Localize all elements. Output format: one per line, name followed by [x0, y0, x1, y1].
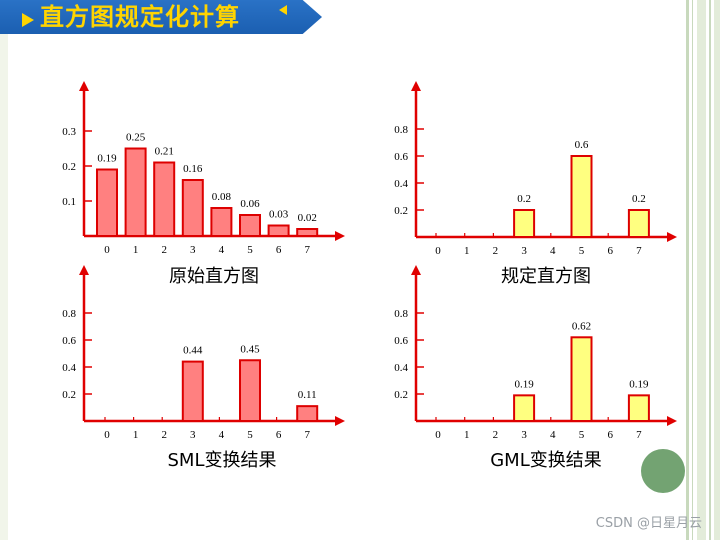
right-deco-line-1	[686, 0, 689, 540]
original-y-tick-label: 0.2	[62, 161, 76, 173]
right-deco-line-3	[697, 0, 706, 540]
original-data-label-2: 0.21	[155, 146, 174, 158]
title-banner	[0, 0, 322, 34]
original-bar-4	[210, 207, 233, 237]
specified-y-tick-label: 0.6	[394, 151, 408, 163]
original-bar-0	[96, 168, 118, 237]
original-data-label-7: 0.02	[298, 212, 317, 224]
original-bar-6	[267, 224, 290, 237]
original-x-tick-label: 1	[133, 244, 139, 256]
sml-x-tick-label: 4	[219, 429, 225, 441]
original-data-label-3: 0.16	[183, 163, 203, 175]
sml-bar-3	[181, 360, 204, 423]
right-deco-line-4	[709, 0, 711, 540]
watermark: CSDN @日星月云	[595, 516, 702, 531]
sml-y-tick-label: 0.4	[62, 362, 76, 374]
specified-data-label-3: 0.2	[517, 193, 531, 205]
original-x-tick-label: 4	[219, 244, 225, 256]
right-deco-line-2	[692, 0, 693, 540]
original-data-label-0: 0.19	[97, 153, 117, 165]
gml-data-label-5: 0.62	[572, 320, 591, 332]
original-data-label-5: 0.06	[240, 198, 260, 210]
sml-x-tick-label: 2	[161, 429, 167, 441]
specified-data-label-7: 0.2	[632, 193, 646, 205]
specified-x-tick-label: 1	[464, 245, 470, 257]
page-title: 直方图规定化计算	[40, 3, 240, 31]
specified-y-tick-label: 0.8	[394, 124, 408, 136]
right-deco-line-5	[714, 0, 720, 540]
gml-x-tick-label: 7	[636, 429, 642, 441]
original-x-tick-label: 5	[247, 244, 253, 256]
sml-x-tick-label: 0	[104, 429, 110, 441]
original-x-tick-label: 6	[276, 244, 282, 256]
banner-arrow-right-icon	[279, 5, 287, 15]
gml-bar-3	[513, 394, 536, 423]
sml-y-tick-label: 0.6	[62, 335, 76, 347]
original-x-tick-label: 7	[304, 244, 310, 256]
sml-bar-7	[296, 405, 319, 422]
sml-x-tick-label: 5	[247, 429, 253, 441]
sml-x-tick-label: 1	[133, 429, 139, 441]
gml-data-label-7: 0.19	[629, 378, 649, 390]
original-y-tick-label: 0.3	[62, 126, 76, 138]
gml-x-tick-label: 4	[550, 429, 556, 441]
decorative-circle	[641, 449, 685, 493]
original-x-tick-label: 3	[190, 244, 196, 256]
left-deco-band	[0, 0, 8, 540]
specified-x-tick-label: 7	[636, 245, 642, 257]
original-y-tick-label: 0.1	[62, 196, 76, 208]
specified-y-tick-label: 0.4	[394, 178, 408, 190]
banner-arrow-left-icon	[22, 13, 34, 27]
sml-y-tick-label: 0.2	[62, 389, 76, 401]
gml-y-tick-label: 0.4	[394, 362, 408, 374]
specified-x-tick-label: 5	[579, 245, 585, 257]
gml-x-tick-label: 2	[493, 429, 499, 441]
original-x-tick-label: 0	[104, 244, 110, 256]
sml-data-label-5: 0.45	[240, 343, 260, 355]
original-data-label-6: 0.03	[269, 209, 289, 221]
specified-bar-3	[513, 209, 536, 238]
original-bar-7	[296, 228, 319, 237]
specified-bar-7	[627, 209, 650, 238]
specified-x-tick-label: 2	[493, 245, 499, 257]
gml-x-tick-label: 6	[607, 429, 613, 441]
specified-x-tick-label: 6	[607, 245, 613, 257]
original-x-tick-label: 2	[161, 244, 167, 256]
specified-x-tick-label: 4	[550, 245, 556, 257]
gml-bar-5	[570, 336, 593, 422]
sml-y-tick-label: 0.8	[62, 308, 76, 320]
gml-y-tick-label: 0.8	[394, 308, 408, 320]
gml-y-tick-label: 0.2	[394, 389, 408, 401]
sml-data-label-7: 0.11	[298, 389, 317, 401]
sml-x-tick-label: 7	[304, 429, 310, 441]
gml-bar-7	[627, 394, 650, 423]
original-bar-1	[124, 147, 147, 237]
gml-x-tick-label: 3	[521, 429, 527, 441]
sml-bar-5	[239, 359, 261, 422]
gml-x-tick-label: 5	[579, 429, 585, 441]
sml-x-tick-label: 3	[190, 429, 196, 441]
specified-chart-caption: 规定直方图	[501, 266, 591, 287]
specified-x-tick-label: 3	[521, 245, 527, 257]
original-data-label-1: 0.25	[126, 132, 146, 144]
gml-x-tick-label: 0	[435, 429, 441, 441]
original-chart-caption: 原始直方图	[169, 266, 259, 287]
original-data-label-4: 0.08	[212, 191, 232, 203]
gml-chart-caption: GML变换结果	[490, 450, 602, 471]
sml-x-tick-label: 6	[276, 429, 282, 441]
original-bar-2	[153, 161, 176, 237]
gml-x-tick-label: 1	[464, 429, 470, 441]
original-bar-3	[181, 179, 204, 237]
specified-y-tick-label: 0.2	[394, 205, 408, 217]
sml-data-label-3: 0.44	[183, 345, 203, 357]
specified-bar-5	[570, 155, 593, 238]
sml-chart-caption: SML变换结果	[168, 450, 277, 471]
gml-y-tick-label: 0.6	[394, 335, 408, 347]
specified-x-tick-label: 0	[435, 245, 441, 257]
specified-data-label-5: 0.6	[575, 139, 589, 151]
original-bar-5	[239, 214, 261, 237]
gml-data-label-3: 0.19	[514, 378, 534, 390]
